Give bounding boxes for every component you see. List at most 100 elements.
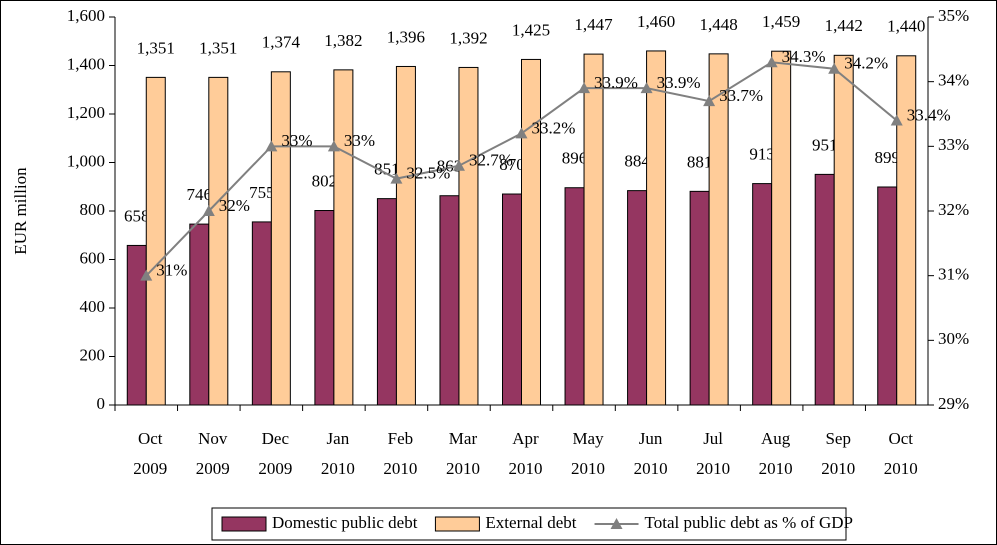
bar [251, 221, 272, 406]
bar-value-label: 899 [874, 148, 900, 167]
bar-value-label: 896 [562, 149, 588, 168]
line-marker [828, 62, 841, 74]
line-value-label: 32.5% [406, 164, 450, 183]
x-tick-label: 2010 [383, 459, 417, 478]
bar-value-label: 1,447 [574, 15, 613, 34]
x-tick-label: Jan [327, 429, 350, 448]
y2-tick-label: 35% [938, 6, 969, 25]
legend-box [211, 507, 847, 541]
x-tick-label: 2009 [258, 459, 292, 478]
x-tick-label: 2010 [571, 459, 605, 478]
legend-marker [610, 518, 623, 529]
x-tick-label: 2010 [821, 459, 855, 478]
legend-swatch [434, 516, 480, 532]
line-marker [390, 172, 403, 184]
y-tick-label: 200 [80, 345, 106, 364]
line-marker [265, 140, 278, 152]
y2-tick-label: 29% [938, 394, 969, 413]
line-value-label: 31% [156, 261, 187, 280]
bar [521, 58, 541, 406]
line-value-label: 33.4% [907, 105, 951, 124]
y-tick-label: 1,400 [67, 54, 105, 73]
bar [708, 53, 729, 406]
bar-value-label: 1,392 [449, 28, 487, 47]
bar [627, 190, 648, 406]
bar [877, 186, 898, 406]
bar-value-label: 884 [624, 152, 650, 171]
y2-tick-label: 31% [938, 265, 969, 284]
x-tick-label: Mar [449, 429, 478, 448]
line-marker [202, 205, 215, 216]
bar-value-label: 1,351 [199, 38, 237, 57]
x-tick-label: 2009 [133, 459, 167, 478]
x-tick-label: 2010 [884, 459, 918, 478]
x-tick-label: Feb [388, 429, 414, 448]
bar-value-label: 802 [312, 171, 338, 190]
line-value-label: 33.7% [719, 86, 763, 105]
legend-label: Domestic public debt [272, 513, 418, 532]
y2-tick-label: 32% [938, 200, 969, 219]
bar [145, 76, 166, 406]
x-tick-label: 2010 [696, 459, 730, 478]
bar-value-label: 1,460 [637, 12, 675, 31]
x-tick-label: 2010 [759, 459, 793, 478]
bar [583, 53, 604, 406]
line-marker [327, 140, 340, 152]
bar-value-label: 746 [187, 185, 213, 204]
bar [376, 198, 397, 406]
bar [502, 193, 522, 406]
bar [314, 210, 335, 406]
x-tick-label: 2009 [196, 459, 230, 478]
legend-label: Total public debt as % of GDP [645, 513, 853, 532]
x-tick-label: Nov [198, 429, 228, 448]
line-value-label: 34.3% [782, 47, 826, 66]
y-tick-label: 1,600 [67, 6, 105, 25]
x-tick-label: Dec [262, 429, 290, 448]
line-value-label: 33.9% [657, 73, 701, 92]
bar [439, 195, 460, 406]
line-marker [578, 82, 591, 94]
line-marker [452, 159, 465, 171]
x-tick-label: Apr [512, 429, 539, 448]
line-value-label: 33.9% [594, 73, 638, 92]
bar-value-label: 1,351 [137, 38, 175, 57]
y-tick-label: 1,000 [67, 151, 105, 170]
y-tick-label: 1,200 [67, 103, 105, 122]
bar [126, 244, 147, 406]
bar-value-label: 1,396 [387, 27, 425, 46]
bar-value-label: 755 [249, 183, 275, 202]
y2-tick-label: 30% [938, 329, 969, 348]
bar [270, 71, 291, 406]
bar [752, 183, 773, 406]
x-tick-label: Aug [761, 429, 791, 448]
y-tick-label: 400 [80, 297, 106, 316]
line-marker [703, 95, 716, 107]
bar [646, 50, 667, 406]
y-tick-label: 800 [80, 200, 106, 219]
x-tick-label: 2010 [509, 459, 543, 478]
bar-value-label: 1,374 [262, 33, 301, 52]
bar-value-label: 913 [749, 145, 775, 164]
bar-value-label: 863 [437, 157, 463, 176]
line-value-label: 33% [344, 131, 375, 150]
line-value-label: 32% [219, 196, 250, 215]
bar [395, 65, 416, 406]
x-tick-label: May [572, 429, 604, 448]
line-marker [140, 269, 153, 281]
bar-value-label: 951 [812, 135, 838, 154]
bar [689, 190, 710, 406]
line-value-label: 33.2% [532, 118, 576, 137]
bar-value-label: 1,448 [699, 15, 737, 34]
y-axis-label: EUR million [11, 167, 30, 255]
bar-value-label: 658 [124, 206, 150, 225]
bar [833, 54, 854, 406]
bar-value-label: 1,459 [762, 12, 800, 31]
bar [896, 55, 917, 406]
bar-value-label: 1,382 [324, 31, 362, 50]
x-tick-label: 2010 [634, 459, 668, 478]
x-tick-label: Oct [138, 429, 163, 448]
bar [208, 76, 229, 406]
line-marker [890, 114, 903, 126]
bar [814, 173, 835, 406]
